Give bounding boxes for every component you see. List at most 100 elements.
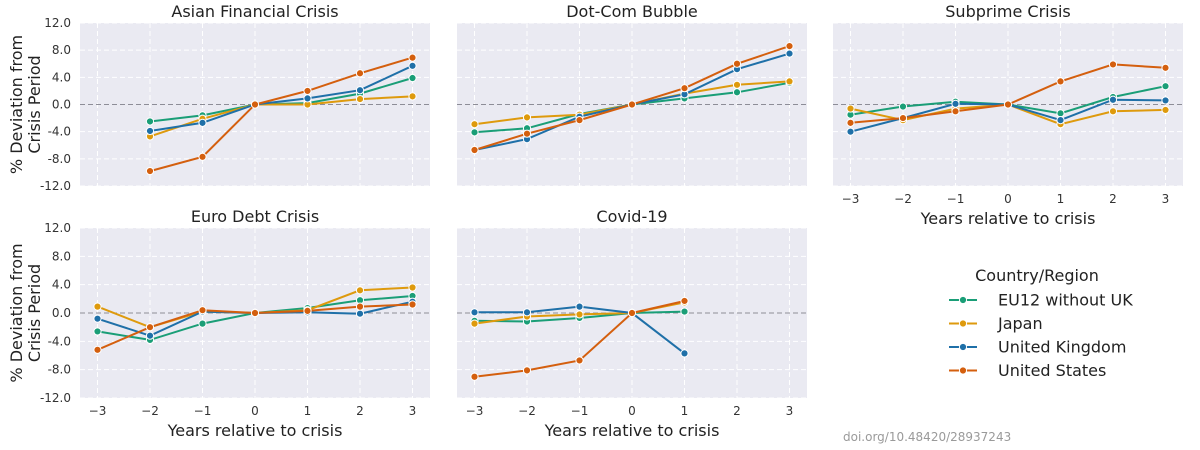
legend-swatch-marker: [958, 366, 968, 375]
legend-entry-united-kingdom: United Kingdom: [949, 338, 1126, 357]
data-point: [846, 118, 855, 127]
y-tick-label: 12.0: [44, 16, 71, 30]
data-point: [1161, 63, 1170, 72]
panel-covid-19: Covid-19 −3 −2 −1 0 1 2 3 Years relative to cris…: [457, 207, 807, 440]
y-axis-label: % Deviation fromCrisis Period: [7, 243, 44, 382]
data-point: [1108, 95, 1118, 104]
data-point: [408, 73, 417, 83]
data-point: [408, 53, 417, 62]
data-point: [355, 302, 365, 311]
data-point: [1161, 96, 1170, 105]
data-point: [732, 80, 742, 89]
legend: Country/Region EU12 without UK Japan United…: [949, 266, 1133, 380]
panels-layer: Asian Financial Crisis 12.0 8.0 4.0 0.0 -4.0 -…: [7, 2, 1183, 440]
x-tick-label: −1: [194, 404, 212, 418]
data-point: [303, 86, 312, 96]
legend-label: United Kingdom: [998, 338, 1126, 357]
data-point: [1056, 77, 1065, 86]
series-united-states: [470, 41, 794, 155]
x-axis-label: Years relative to crisis: [920, 209, 1096, 228]
legend-label: EU12 without UK: [998, 291, 1133, 310]
legend-entry-united-states: United States: [949, 361, 1106, 380]
data-point: [575, 116, 584, 125]
x-tick-label: −3: [466, 404, 484, 418]
y-tick-label: -8.0: [48, 152, 71, 166]
x-tick-label: 0: [1004, 192, 1012, 206]
data-point: [355, 69, 365, 78]
data-point: [1161, 105, 1170, 115]
data-point: [1056, 109, 1065, 118]
y-tick-label: 12.0: [44, 221, 71, 235]
data-point: [522, 113, 532, 122]
data-point: [846, 127, 855, 136]
y-axis-label-line: % Deviation from: [7, 35, 26, 174]
data-point: [898, 113, 908, 123]
data-point: [785, 49, 794, 58]
y-tick-label: -12.0: [40, 391, 71, 405]
series-united-states: [470, 296, 689, 381]
series-united-states: [145, 53, 417, 176]
data-point: [680, 84, 689, 93]
x-tick-label: 2: [356, 404, 364, 418]
y-tick-label: 8.0: [52, 43, 71, 57]
x-tick-label: 1: [681, 404, 689, 418]
panel-title: Euro Debt Crisis: [191, 207, 319, 226]
data-point: [1108, 107, 1118, 116]
data-point: [198, 319, 207, 328]
x-tick-label: −1: [947, 192, 965, 206]
series-united-states: [846, 60, 1170, 127]
x-tick-label: −2: [518, 404, 536, 418]
x-tick-label: 0: [628, 404, 636, 418]
legend-swatch-marker: [958, 319, 968, 328]
data-point: [93, 345, 102, 354]
doi-credit: doi.org/10.48420/28937243: [843, 430, 1012, 444]
data-point: [680, 307, 689, 316]
data-point: [732, 59, 742, 68]
data-point: [522, 308, 532, 317]
data-point: [355, 309, 365, 318]
x-tick-label: −2: [894, 192, 912, 206]
y-tick-label: -4.0: [48, 334, 71, 348]
data-point: [1003, 100, 1013, 109]
data-point: [470, 319, 479, 328]
y-axis-label-line: Crisis Period: [25, 55, 44, 153]
data-point: [145, 331, 155, 340]
y-tick-label: 4.0: [52, 278, 71, 292]
y-tick-label: 0.0: [52, 98, 71, 112]
legend-entry-japan: Japan: [949, 314, 1043, 333]
data-point: [951, 107, 960, 116]
data-point: [470, 308, 479, 317]
series-line: [149, 56, 413, 173]
legend-entry-eu12-without-uk: EU12 without UK: [949, 291, 1133, 310]
panel-euro-debt-crisis: Euro Debt Crisis 12.0 8.0 4.0 0.0 -4.0 -8.0 -12…: [7, 207, 430, 440]
data-point: [680, 349, 689, 358]
data-point: [250, 308, 260, 318]
data-point: [145, 117, 155, 126]
data-point: [355, 86, 365, 95]
x-tick-label: −3: [89, 404, 107, 418]
x-tick-label: 2: [1109, 192, 1117, 206]
panel-title: Dot-Com Bubble: [566, 2, 698, 21]
data-point: [470, 128, 479, 137]
y-axis-label: % Deviation fromCrisis Period: [7, 35, 44, 174]
x-tick-label: 3: [1162, 192, 1170, 206]
data-point: [627, 308, 637, 318]
data-point: [250, 100, 260, 109]
data-point: [93, 314, 102, 323]
data-point: [408, 300, 417, 309]
legend-swatch-marker: [958, 342, 968, 352]
x-axis-label: Years relative to crisis: [167, 421, 343, 440]
x-tick-label: 3: [786, 404, 794, 418]
series-line: [149, 64, 413, 132]
data-point: [355, 94, 365, 104]
data-point: [627, 100, 637, 109]
data-point: [522, 366, 532, 375]
data-point: [198, 152, 207, 161]
panel-asian-financial-crisis: Asian Financial Crisis 12.0 8.0 4.0 0.0 -4.0 -…: [7, 2, 430, 193]
panel-title: Covid-19: [596, 207, 667, 226]
data-point: [680, 296, 689, 306]
data-point: [145, 166, 155, 176]
data-point: [575, 310, 584, 319]
data-point: [470, 372, 479, 381]
